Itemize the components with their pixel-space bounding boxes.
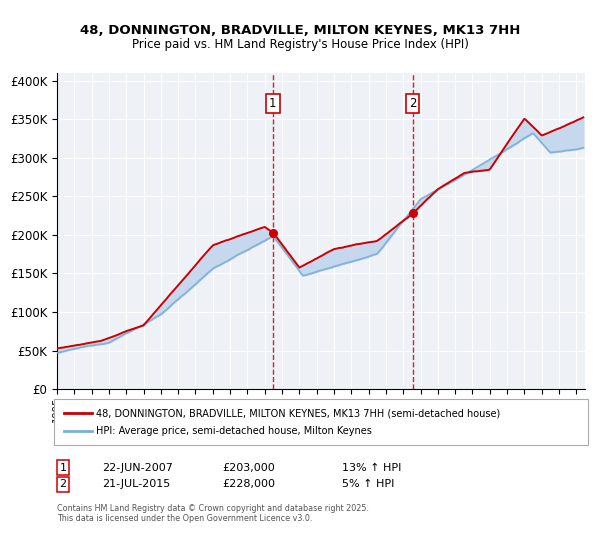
Text: £228,000: £228,000 [222, 479, 275, 489]
Text: 2: 2 [59, 479, 67, 489]
Text: 48, DONNINGTON, BRADVILLE, MILTON KEYNES, MK13 7HH (semi-detached house): 48, DONNINGTON, BRADVILLE, MILTON KEYNES… [96, 408, 500, 418]
Text: 48, DONNINGTON, BRADVILLE, MILTON KEYNES, MK13 7HH: 48, DONNINGTON, BRADVILLE, MILTON KEYNES… [80, 24, 520, 37]
Text: £203,000: £203,000 [222, 463, 275, 473]
Text: Contains HM Land Registry data © Crown copyright and database right 2025.
This d: Contains HM Land Registry data © Crown c… [57, 504, 369, 524]
Text: 5% ↑ HPI: 5% ↑ HPI [342, 479, 394, 489]
Text: 22-JUN-2007: 22-JUN-2007 [102, 463, 173, 473]
Text: 21-JUL-2015: 21-JUL-2015 [102, 479, 170, 489]
Text: 2: 2 [409, 97, 416, 110]
Text: 1: 1 [59, 463, 67, 473]
Text: Price paid vs. HM Land Registry's House Price Index (HPI): Price paid vs. HM Land Registry's House … [131, 38, 469, 51]
Text: HPI: Average price, semi-detached house, Milton Keynes: HPI: Average price, semi-detached house,… [96, 426, 372, 436]
Text: 13% ↑ HPI: 13% ↑ HPI [342, 463, 401, 473]
Text: 1: 1 [269, 97, 277, 110]
